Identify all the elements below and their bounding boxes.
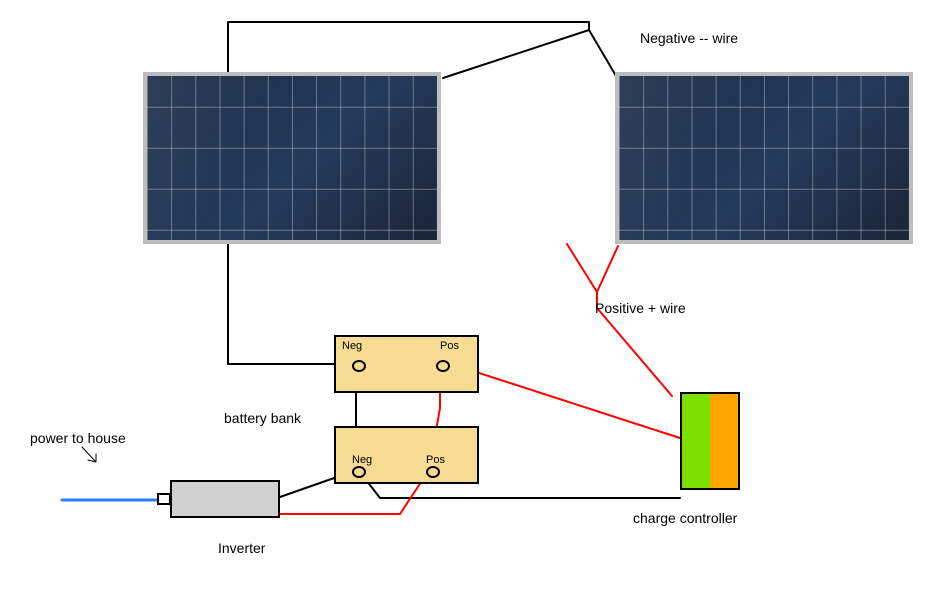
battery-top-neg-label: Neg	[342, 340, 362, 352]
battery-top-pos-terminal	[436, 360, 450, 372]
battery-bottom-pos-label: Pos	[426, 454, 445, 466]
negative-wire-label: Negative -- wire	[640, 30, 738, 46]
positive-wire-label: Positive + wire	[595, 300, 686, 316]
charge-controller-right-half	[710, 394, 738, 488]
solar-panel-right	[615, 72, 913, 244]
battery-bottom-neg-label: Neg	[352, 454, 372, 466]
inverter-output-connector	[157, 493, 171, 505]
battery-bottom-neg-terminal	[352, 466, 366, 478]
diagram-canvas: Neg Pos Neg Pos Negative -- wire Positiv…	[0, 0, 949, 602]
battery-top-pos-label: Pos	[440, 340, 459, 352]
battery-bank-label: battery bank	[224, 410, 301, 426]
battery-bottom-pos-terminal	[426, 466, 440, 478]
inverter	[170, 480, 280, 518]
solar-panel-left	[143, 72, 441, 244]
charge-controller-left-half	[682, 394, 710, 488]
power-to-house-label: power to house	[30, 430, 126, 446]
inverter-label: Inverter	[218, 540, 265, 556]
charge-controller	[680, 392, 740, 490]
charge-controller-label: charge controller	[633, 510, 737, 526]
battery-top-neg-terminal	[352, 360, 366, 372]
ac-line-group	[62, 447, 157, 500]
